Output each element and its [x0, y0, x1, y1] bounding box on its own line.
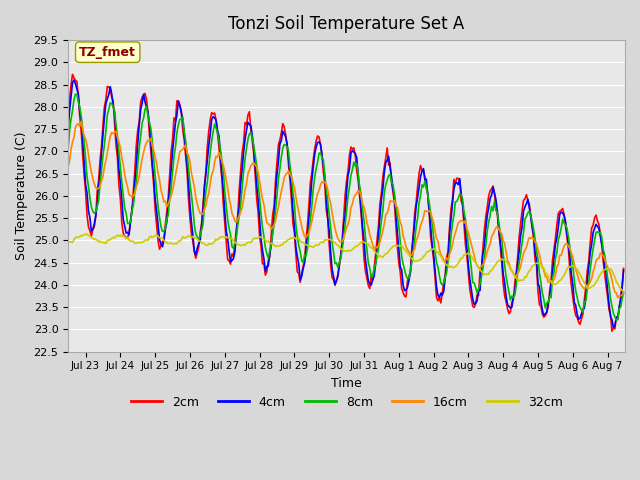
- Legend: 2cm, 4cm, 8cm, 16cm, 32cm: 2cm, 4cm, 8cm, 16cm, 32cm: [125, 391, 568, 414]
- Title: Tonzi Soil Temperature Set A: Tonzi Soil Temperature Set A: [228, 15, 465, 33]
- Y-axis label: Soil Temperature (C): Soil Temperature (C): [15, 132, 28, 260]
- X-axis label: Time: Time: [332, 377, 362, 390]
- Text: TZ_fmet: TZ_fmet: [79, 46, 136, 59]
